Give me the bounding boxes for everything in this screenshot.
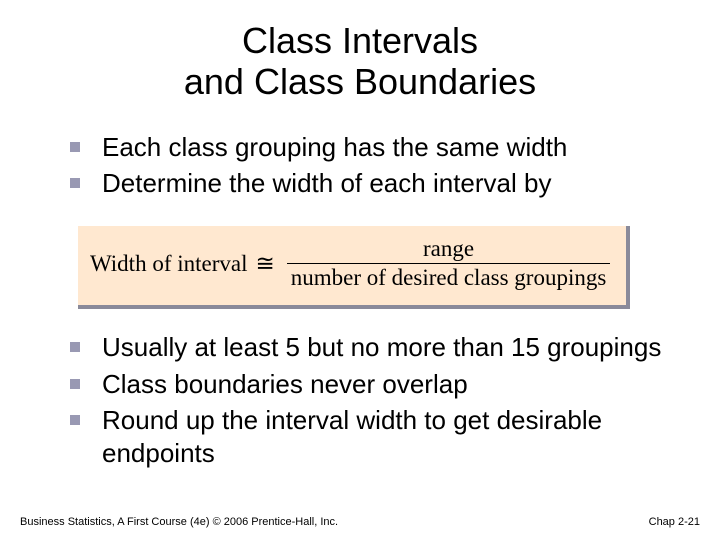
slide-container: Class Intervals and Class Boundaries Eac… [0, 0, 720, 540]
formula-denominator: number of desired class groupings [287, 264, 611, 291]
formula-fraction: range number of desired class groupings [287, 236, 611, 292]
formula-box: Width of interval ≅ range number of desi… [78, 226, 630, 310]
bullet-text: Round up the interval width to get desir… [102, 404, 680, 469]
top-bullet-list: Each class grouping has the same width D… [40, 131, 680, 204]
slide-title: Class Intervals and Class Boundaries [40, 20, 680, 103]
list-item: Class boundaries never overlap [40, 368, 680, 401]
bullet-square-icon [70, 342, 80, 352]
list-item: Usually at least 5 but no more than 15 g… [40, 331, 680, 364]
bullet-square-icon [70, 178, 80, 188]
bullet-text: Determine the width of each interval by [102, 167, 551, 200]
bottom-bullet-list: Usually at least 5 but no more than 15 g… [40, 331, 680, 473]
bullet-text: Class boundaries never overlap [102, 368, 468, 401]
bullet-square-icon [70, 415, 80, 425]
bullet-square-icon [70, 379, 80, 389]
bullet-text: Each class grouping has the same width [102, 131, 567, 164]
footer-right-text: Chap 2-21 [649, 516, 700, 528]
title-line-2: and Class Boundaries [184, 61, 536, 102]
footer-left-text: Business Statistics, A First Course (4e)… [20, 516, 338, 528]
formula-lhs: Width of interval [90, 251, 247, 277]
bullet-text: Usually at least 5 but no more than 15 g… [102, 331, 661, 364]
list-item: Determine the width of each interval by [40, 167, 680, 200]
list-item: Each class grouping has the same width [40, 131, 680, 164]
approx-symbol: ≅ [255, 251, 274, 277]
formula-numerator: range [419, 236, 478, 263]
title-line-1: Class Intervals [242, 20, 478, 61]
bullet-square-icon [70, 142, 80, 152]
slide-footer: Business Statistics, A First Course (4e)… [20, 516, 700, 528]
list-item: Round up the interval width to get desir… [40, 404, 680, 469]
